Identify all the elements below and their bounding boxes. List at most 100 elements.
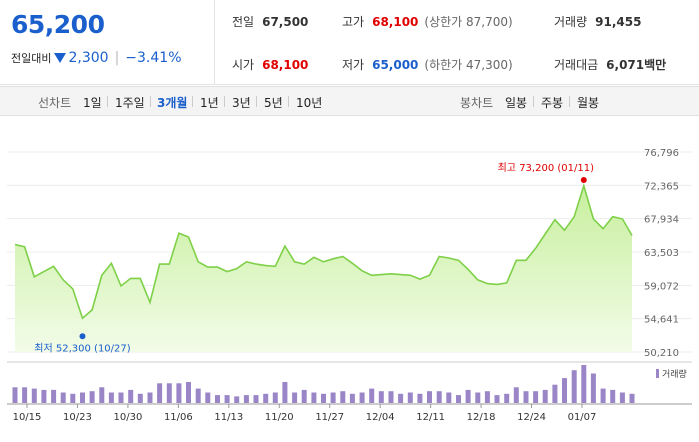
volume-bar bbox=[234, 396, 240, 403]
toolbar-divider bbox=[107, 96, 108, 107]
volume-bar bbox=[272, 392, 278, 403]
period-5y-button[interactable]: 5년 bbox=[264, 96, 283, 110]
change-amount: 2,300 bbox=[68, 50, 109, 66]
high-marker bbox=[580, 177, 587, 184]
lower-limit: (하한가 47,300) bbox=[424, 58, 513, 72]
volume-bar bbox=[205, 392, 211, 403]
x-tick-label: 12/11 bbox=[416, 412, 445, 423]
candle-weekly-button[interactable]: 주봉 bbox=[541, 96, 564, 110]
change-divider: | bbox=[114, 50, 120, 66]
volume-bar bbox=[128, 389, 134, 403]
volume-bar bbox=[215, 395, 220, 403]
x-tick-label: 11/20 bbox=[265, 412, 294, 423]
volume-bar bbox=[590, 373, 596, 403]
change-label: 전일대비 bbox=[11, 52, 52, 65]
price-change: 전일대비 2,300 | −3.41% bbox=[11, 50, 182, 66]
volume-bar bbox=[378, 391, 384, 403]
volume-bar bbox=[533, 391, 539, 403]
volume-bar bbox=[484, 391, 490, 403]
toolbar-divider bbox=[288, 96, 289, 107]
volume-bar bbox=[51, 389, 57, 403]
period-10y-button[interactable]: 10년 bbox=[296, 96, 323, 110]
amount-stat: 거래대금 6,071백만 bbox=[554, 56, 666, 73]
high-stat: 고가 68,100 (상한가 87,700) bbox=[342, 13, 513, 30]
x-tick-label: 11/13 bbox=[214, 412, 243, 423]
volume-bar bbox=[475, 392, 481, 403]
volume-bar bbox=[186, 382, 191, 403]
volume-bar bbox=[398, 393, 404, 403]
toolbar-divider bbox=[224, 96, 225, 107]
y-tick-label: 50,210 bbox=[644, 348, 679, 359]
candle-monthly-button[interactable]: 월봉 bbox=[577, 96, 600, 110]
volume-bar bbox=[195, 388, 201, 403]
volume-bar bbox=[494, 395, 500, 403]
volume-bar bbox=[41, 389, 47, 403]
amount-value: 6,071 bbox=[606, 58, 645, 72]
toolbar-divider bbox=[256, 96, 257, 107]
volume-bar bbox=[340, 391, 346, 403]
period-1y-button[interactable]: 1년 bbox=[200, 96, 219, 110]
period-3y-button[interactable]: 3년 bbox=[232, 96, 251, 110]
volume-bar bbox=[321, 393, 326, 403]
volume-bar bbox=[446, 392, 452, 403]
volume-bar bbox=[60, 392, 66, 403]
volume-bar bbox=[349, 393, 355, 403]
period-1d-button[interactable]: 1일 bbox=[83, 96, 102, 110]
y-tick-label: 59,072 bbox=[644, 281, 679, 292]
volume-bar bbox=[619, 392, 625, 403]
chart-toolbar: 선차트 1일 1주일 3개월 1년 3년 5년 10년 봉차트 일봉 주봉 월봉 bbox=[0, 86, 699, 116]
x-tick-label: 10/15 bbox=[13, 412, 42, 423]
toolbar-divider bbox=[150, 96, 151, 107]
volume-bar bbox=[282, 382, 288, 403]
prev-close-stat: 전일 67,500 bbox=[232, 13, 308, 30]
period-1w-button[interactable]: 1주일 bbox=[115, 96, 145, 110]
volume-bar bbox=[292, 392, 298, 403]
y-tick-label: 76,796 bbox=[644, 148, 679, 159]
x-tick-label: 11/06 bbox=[164, 412, 193, 423]
volume-bar bbox=[118, 392, 124, 403]
x-tick-label: 01/07 bbox=[568, 412, 597, 423]
volume-bar bbox=[600, 388, 606, 403]
price-box: 65,200 전일대비 2,300 | −3.41% bbox=[0, 0, 215, 84]
volume-bar bbox=[330, 392, 336, 403]
volume-bar bbox=[80, 392, 85, 403]
volume-bar bbox=[311, 392, 317, 403]
volume-bar bbox=[166, 383, 172, 403]
toolbar-divider bbox=[533, 96, 534, 107]
volume-bar bbox=[369, 388, 375, 403]
candle-daily-button[interactable]: 일봉 bbox=[505, 96, 528, 110]
open-value: 68,100 bbox=[262, 58, 309, 72]
high-annotation: 최고 73,200 (01/11) bbox=[498, 162, 594, 174]
prev-close-label: 전일 bbox=[232, 15, 255, 29]
x-tick-label: 12/24 bbox=[517, 412, 546, 423]
volume-bar bbox=[610, 389, 616, 403]
volume-bar bbox=[513, 387, 519, 403]
volume-bar bbox=[427, 391, 432, 403]
open-label: 시가 bbox=[232, 58, 255, 72]
period-3m-button[interactable]: 3개월 bbox=[157, 96, 188, 110]
x-tick-label: 11/27 bbox=[315, 412, 344, 423]
volume-bar bbox=[22, 387, 28, 403]
volume-bar bbox=[456, 395, 461, 403]
toolbar-divider bbox=[569, 96, 570, 107]
y-tick-label: 54,641 bbox=[644, 315, 679, 326]
volume-bar bbox=[504, 393, 510, 403]
volume-bar bbox=[108, 392, 114, 403]
current-price: 65,200 bbox=[11, 10, 105, 39]
x-tick-label: 10/30 bbox=[113, 412, 142, 423]
price-line bbox=[14, 183, 633, 320]
volume-bar bbox=[407, 392, 413, 403]
down-triangle-icon bbox=[54, 53, 67, 63]
open-stat: 시가 68,100 bbox=[232, 56, 308, 73]
toolbar-divider bbox=[192, 96, 193, 107]
volume-bar bbox=[157, 383, 163, 403]
volume-bar bbox=[523, 391, 529, 403]
x-tick-label: 10/23 bbox=[63, 412, 92, 423]
volume-bar bbox=[629, 393, 635, 403]
volume-bar bbox=[542, 389, 548, 403]
volume-bar bbox=[253, 395, 259, 403]
volume-bar bbox=[12, 387, 18, 403]
volume-bar bbox=[243, 395, 249, 403]
volume-label: 거래량 bbox=[554, 15, 588, 29]
